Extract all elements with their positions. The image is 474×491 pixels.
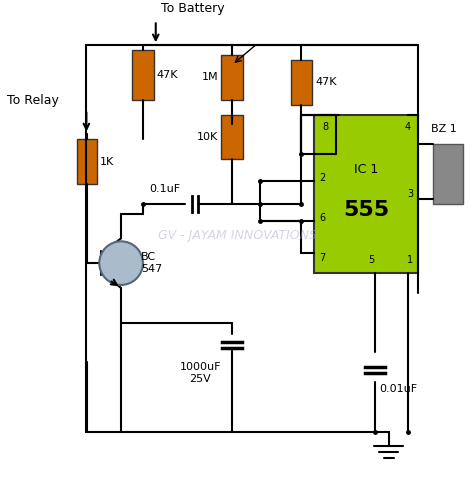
Text: 1000uF
25V: 1000uF 25V (180, 362, 221, 384)
Text: 6: 6 (319, 213, 325, 222)
Text: To Battery: To Battery (161, 2, 224, 15)
Text: 1M: 1M (201, 72, 218, 82)
Text: IC 1: IC 1 (354, 164, 378, 176)
Text: 1: 1 (407, 255, 413, 265)
Text: 2: 2 (319, 173, 326, 183)
FancyBboxPatch shape (314, 114, 419, 273)
FancyBboxPatch shape (291, 60, 312, 105)
FancyBboxPatch shape (132, 50, 154, 100)
Text: 1K: 1K (100, 157, 115, 166)
Text: 8: 8 (322, 122, 328, 133)
Text: 5: 5 (368, 255, 374, 265)
Text: 0.01uF: 0.01uF (380, 384, 418, 394)
Text: BC
547: BC 547 (141, 252, 162, 274)
FancyBboxPatch shape (221, 55, 243, 100)
Text: BZ 1: BZ 1 (431, 124, 457, 135)
Text: 4: 4 (404, 122, 410, 133)
Circle shape (99, 241, 143, 285)
Text: To Relay: To Relay (7, 94, 59, 107)
FancyBboxPatch shape (433, 144, 463, 204)
Text: 3: 3 (407, 189, 413, 199)
Text: 47K: 47K (315, 77, 337, 87)
Text: 555: 555 (343, 200, 389, 219)
Text: 10K: 10K (197, 132, 218, 142)
Text: 47K: 47K (157, 70, 178, 80)
Text: GV - JAYAM INNOVATIONS: GV - JAYAM INNOVATIONS (157, 229, 317, 242)
FancyBboxPatch shape (77, 139, 97, 184)
Text: 7: 7 (319, 253, 326, 263)
Text: 0.1uF: 0.1uF (149, 184, 180, 194)
FancyBboxPatch shape (221, 114, 243, 159)
